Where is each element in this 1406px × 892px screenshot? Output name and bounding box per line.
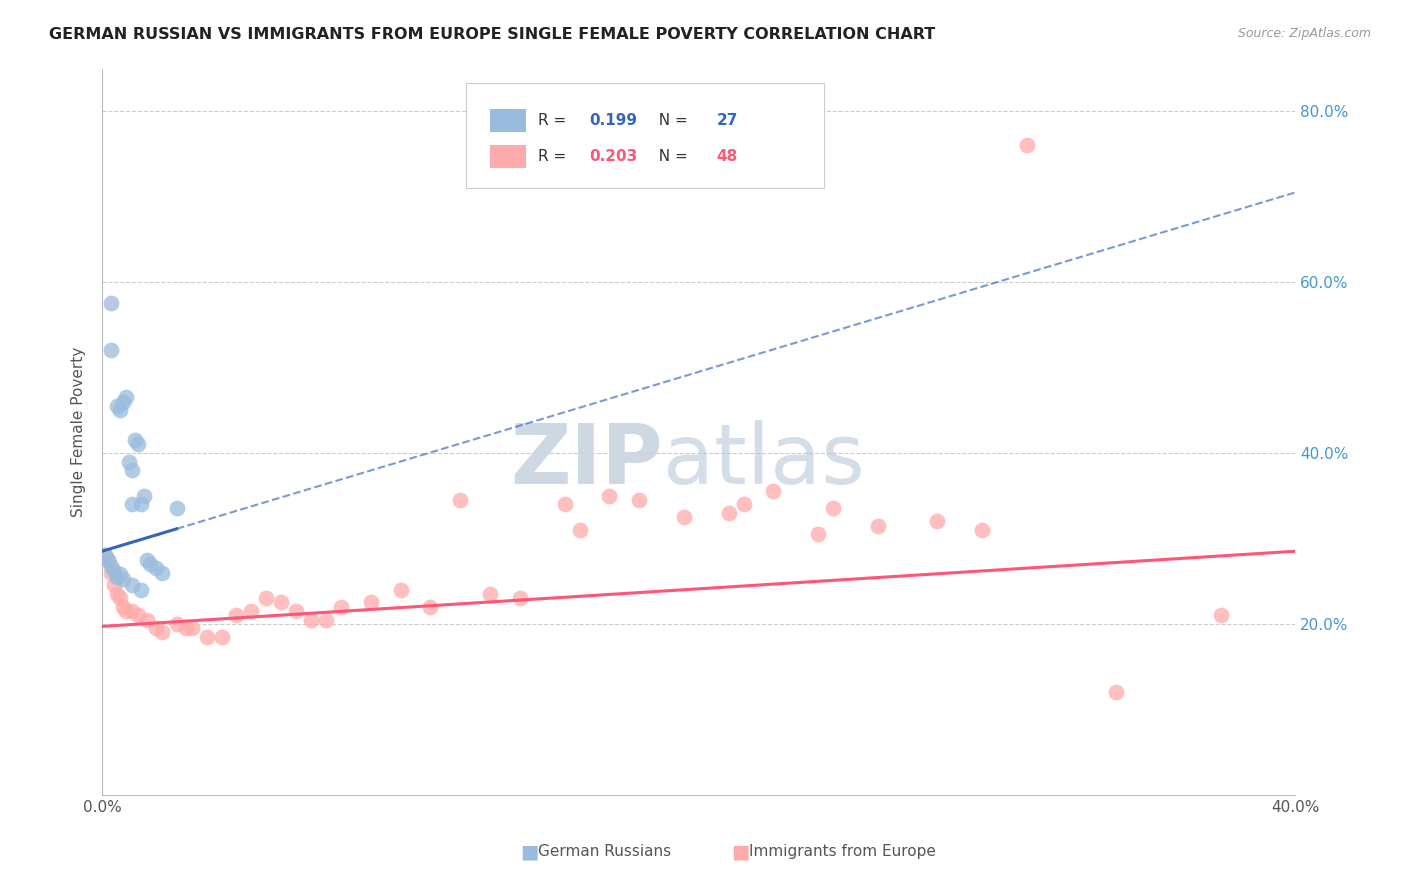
Text: 27: 27 [717,113,738,128]
Y-axis label: Single Female Poverty: Single Female Poverty [72,346,86,516]
Point [97,553,120,567]
Point [866,518,889,533]
Point [733,497,755,511]
Point [240,604,263,618]
Point [129,582,152,597]
Point [108,567,131,582]
Point [598,489,620,503]
Point [972,523,994,537]
Point [174,621,197,635]
Text: GERMAN RUSSIAN VS IMMIGRANTS FROM EUROPE SINGLE FEMALE POVERTY CORRELATION CHART: GERMAN RUSSIAN VS IMMIGRANTS FROM EUROPE… [49,27,935,42]
Point [419,599,441,614]
Point [145,561,167,575]
Text: ZIP: ZIP [510,420,664,501]
Point [762,484,785,499]
Point [389,582,412,597]
Text: German Russians: German Russians [538,845,672,859]
Point [360,595,382,609]
Point [180,621,202,635]
Point [166,501,188,516]
Point [105,587,128,601]
Point [1015,138,1038,153]
FancyBboxPatch shape [467,83,824,188]
Point [103,578,125,592]
Point [145,621,167,635]
Point [94,549,117,563]
FancyBboxPatch shape [491,109,526,132]
Point [1209,608,1232,623]
Point [717,506,740,520]
Point [554,497,576,511]
Text: 0.199: 0.199 [589,113,637,128]
Text: 0.203: 0.203 [589,149,637,164]
Point [479,587,502,601]
Point [568,523,591,537]
Point [105,570,128,584]
Point [100,296,122,310]
Point [672,510,695,524]
Point [127,608,149,623]
Point [115,391,138,405]
Point [129,497,152,511]
Point [449,492,471,507]
Text: R =: R = [537,149,571,164]
Point [166,616,188,631]
Point [211,630,233,644]
Point [628,492,651,507]
Point [124,433,146,447]
Point [112,573,135,587]
Point [121,463,143,477]
Point [121,604,143,618]
Point [270,595,292,609]
Text: Immigrants from Europe: Immigrants from Europe [749,845,936,859]
Point [108,591,131,606]
Point [100,558,122,573]
Text: N =: N = [648,113,692,128]
Point [329,599,352,614]
FancyBboxPatch shape [491,145,526,168]
Point [112,599,135,614]
Point [807,527,830,541]
Point [225,608,247,623]
Text: N =: N = [648,149,692,164]
Point [100,343,122,358]
Point [112,394,135,409]
Point [108,403,131,417]
Point [136,553,159,567]
Point [118,454,141,468]
Point [115,604,138,618]
Point [299,613,322,627]
Point [509,591,531,606]
Text: atlas: atlas [664,420,865,501]
Point [285,604,308,618]
Point [103,564,125,578]
Point [100,566,122,580]
Text: Source: ZipAtlas.com: Source: ZipAtlas.com [1237,27,1371,40]
Point [1105,685,1128,699]
Point [94,549,117,563]
Point [195,630,218,644]
Text: ■: ■ [731,842,749,862]
Point [136,613,159,627]
Point [97,553,120,567]
Point [150,625,173,640]
Point [315,613,337,627]
Text: 48: 48 [717,149,738,164]
Point [150,566,173,580]
Text: R =: R = [537,113,571,128]
Point [823,501,845,516]
Point [254,591,277,606]
Point [927,514,949,528]
Text: ■: ■ [520,842,538,862]
Point [121,578,143,592]
Point [132,489,155,503]
Point [127,437,149,451]
Point [139,557,162,571]
Point [121,497,143,511]
Point [105,399,128,413]
